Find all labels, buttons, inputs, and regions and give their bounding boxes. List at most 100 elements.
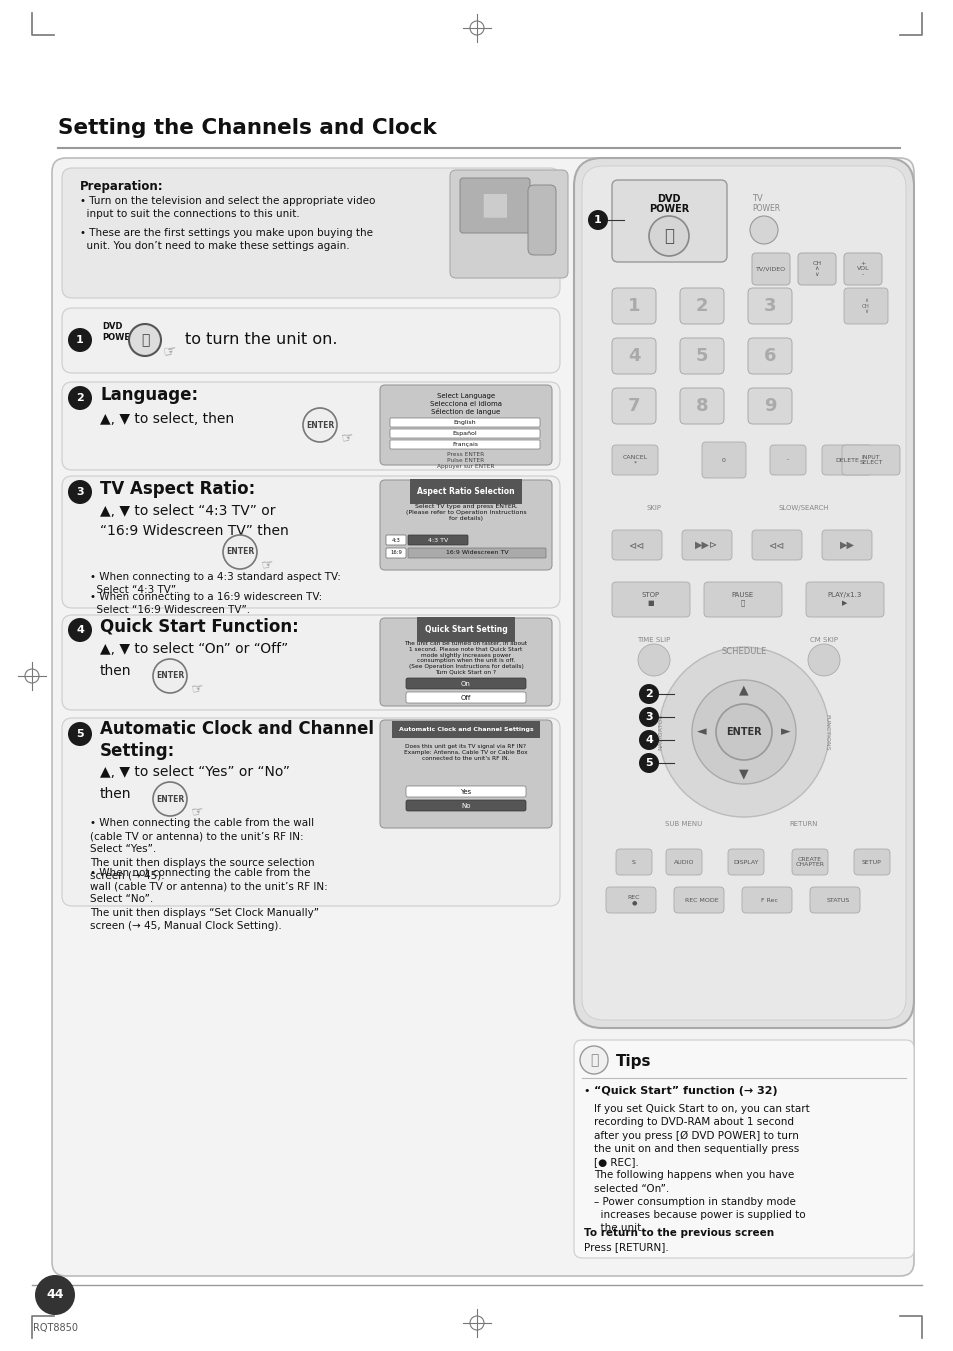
Text: Off: Off xyxy=(460,694,471,701)
FancyBboxPatch shape xyxy=(853,848,889,875)
Circle shape xyxy=(807,644,840,676)
Text: +
VOL
-: + VOL - xyxy=(856,261,868,277)
FancyBboxPatch shape xyxy=(406,800,525,811)
FancyBboxPatch shape xyxy=(379,720,552,828)
Text: Yes: Yes xyxy=(460,789,471,794)
FancyBboxPatch shape xyxy=(679,338,723,374)
Text: then: then xyxy=(100,663,132,678)
FancyBboxPatch shape xyxy=(379,385,552,465)
FancyBboxPatch shape xyxy=(681,530,731,561)
FancyBboxPatch shape xyxy=(679,288,723,324)
FancyBboxPatch shape xyxy=(62,382,559,470)
Text: RQT8850: RQT8850 xyxy=(32,1323,77,1333)
FancyBboxPatch shape xyxy=(612,180,726,262)
Text: 0: 0 xyxy=(721,458,725,462)
Circle shape xyxy=(716,704,771,761)
Text: 1: 1 xyxy=(627,297,639,315)
Text: 6: 6 xyxy=(763,347,776,365)
Text: 44: 44 xyxy=(46,1289,64,1301)
Circle shape xyxy=(579,1046,607,1074)
FancyBboxPatch shape xyxy=(727,848,763,875)
FancyBboxPatch shape xyxy=(841,444,899,476)
Text: 4:3 TV: 4:3 TV xyxy=(428,538,448,543)
Text: CH
∧
∨: CH ∧ ∨ xyxy=(812,261,821,277)
FancyBboxPatch shape xyxy=(612,530,661,561)
FancyBboxPatch shape xyxy=(574,158,913,1028)
Text: ⏻: ⏻ xyxy=(663,227,673,245)
Text: then: then xyxy=(100,788,132,801)
Text: 💡: 💡 xyxy=(589,1052,598,1067)
Text: ⊲⊲: ⊲⊲ xyxy=(768,540,784,550)
Text: • When connecting to a 4:3 standard aspect TV:
  Select “4:3 TV”.: • When connecting to a 4:3 standard aspe… xyxy=(90,571,340,596)
Text: ▼: ▼ xyxy=(739,767,748,781)
Text: ENTER: ENTER xyxy=(155,671,184,681)
FancyBboxPatch shape xyxy=(747,388,791,424)
FancyBboxPatch shape xyxy=(612,338,656,374)
FancyBboxPatch shape xyxy=(527,185,556,255)
FancyBboxPatch shape xyxy=(791,848,827,875)
Text: ☞: ☞ xyxy=(162,343,178,361)
FancyBboxPatch shape xyxy=(574,1040,913,1258)
FancyBboxPatch shape xyxy=(673,888,723,913)
Text: ▶▶: ▶▶ xyxy=(839,540,854,550)
Text: Français: Français xyxy=(452,442,477,447)
Text: ☞: ☞ xyxy=(190,680,205,696)
FancyBboxPatch shape xyxy=(843,253,882,285)
Text: English: English xyxy=(454,420,476,426)
Text: DELETE: DELETE xyxy=(834,458,858,462)
Text: ►: ► xyxy=(781,725,790,739)
Circle shape xyxy=(639,684,659,704)
FancyBboxPatch shape xyxy=(665,848,701,875)
Text: Language:: Language: xyxy=(100,386,198,404)
Text: SETUP: SETUP xyxy=(862,859,881,865)
Text: POWER: POWER xyxy=(751,204,780,213)
FancyBboxPatch shape xyxy=(62,476,559,608)
FancyBboxPatch shape xyxy=(379,480,552,570)
Text: ENTER: ENTER xyxy=(306,420,334,430)
FancyBboxPatch shape xyxy=(751,530,801,561)
Text: Select Language
Selecciona el idioma
Sélection de langue: Select Language Selecciona el idioma Sél… xyxy=(430,393,501,415)
Circle shape xyxy=(129,324,161,357)
Text: ⊲⊲: ⊲⊲ xyxy=(628,540,644,550)
FancyBboxPatch shape xyxy=(450,170,567,278)
Text: ∧
CH
∨: ∧ CH ∨ xyxy=(862,299,869,313)
Text: REC MODE: REC MODE xyxy=(684,897,718,902)
Text: 2: 2 xyxy=(644,689,652,698)
Text: ENTER: ENTER xyxy=(226,547,253,557)
Text: 5: 5 xyxy=(695,347,707,365)
Text: ☞: ☞ xyxy=(339,430,355,444)
Text: POWER: POWER xyxy=(102,332,136,342)
Text: DISPLAY: DISPLAY xyxy=(733,859,758,865)
Text: ▶▶⊳: ▶▶⊳ xyxy=(695,540,718,550)
FancyBboxPatch shape xyxy=(390,440,539,449)
Text: Automatic Clock and Channel Settings: Automatic Clock and Channel Settings xyxy=(398,727,533,732)
Circle shape xyxy=(35,1275,75,1315)
Text: SCHEDULE: SCHEDULE xyxy=(720,647,766,657)
Text: 3: 3 xyxy=(644,712,652,721)
Text: •: • xyxy=(583,1086,594,1096)
Text: Español: Español xyxy=(453,431,476,436)
Text: • When connecting the cable from the wall
(cable TV or antenna) to the unit’s RF: • When connecting the cable from the wal… xyxy=(90,817,314,881)
FancyBboxPatch shape xyxy=(616,848,651,875)
Text: INPUT
SELECT: INPUT SELECT xyxy=(859,455,882,465)
Text: RETURN: RETURN xyxy=(789,821,818,827)
FancyBboxPatch shape xyxy=(843,288,887,324)
FancyBboxPatch shape xyxy=(581,166,905,1020)
Text: Setting the Channels and Clock: Setting the Channels and Clock xyxy=(58,118,436,138)
FancyBboxPatch shape xyxy=(821,530,871,561)
Text: to turn the unit on.: to turn the unit on. xyxy=(185,332,337,347)
Circle shape xyxy=(639,730,659,750)
Text: Automatic Clock and Channel: Automatic Clock and Channel xyxy=(100,720,374,738)
Text: ⏻: ⏻ xyxy=(141,332,149,347)
FancyBboxPatch shape xyxy=(612,582,689,617)
Text: Quick Start Function:: Quick Start Function: xyxy=(100,617,298,636)
Text: SUB MENU: SUB MENU xyxy=(664,821,702,827)
Text: ENTER: ENTER xyxy=(155,794,184,804)
FancyBboxPatch shape xyxy=(62,615,559,711)
Text: ▲, ▼ to select “4:3 TV” or: ▲, ▼ to select “4:3 TV” or xyxy=(100,504,275,517)
Text: -: - xyxy=(786,458,788,462)
Circle shape xyxy=(639,753,659,773)
Text: STOP
■: STOP ■ xyxy=(641,592,659,605)
Circle shape xyxy=(68,386,91,409)
Text: F Rec: F Rec xyxy=(760,897,778,902)
